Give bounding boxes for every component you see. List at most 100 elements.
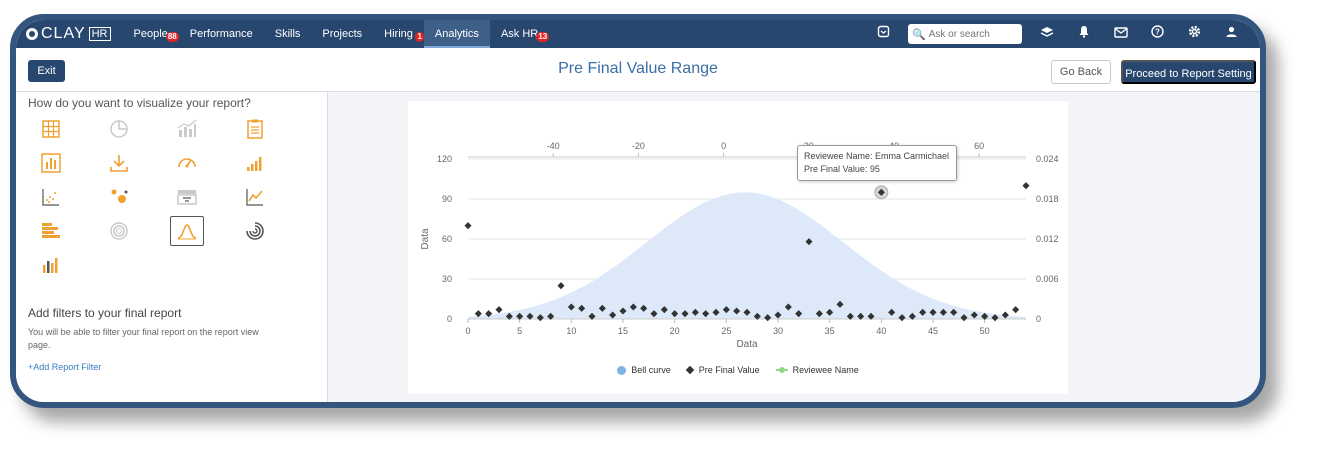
chart-type-gauge-icon[interactable]	[170, 148, 204, 178]
nav-item-people[interactable]: People 88	[123, 20, 179, 48]
main-nav: People 88 Performance Skills Projects Hiring 1…	[123, 20, 550, 48]
chart-type-report-icon[interactable]	[238, 114, 272, 144]
nav-item-performance[interactable]: Performance	[179, 20, 264, 48]
nav-label: Ask HR	[500, 28, 539, 40]
scatter-point	[1012, 306, 1020, 314]
settings-icon[interactable]	[1176, 20, 1213, 48]
scatter-point	[939, 308, 947, 316]
scatter-point	[712, 308, 720, 316]
search-icon: 🔍	[912, 28, 926, 41]
chart-type-bubble-icon[interactable]	[102, 182, 136, 212]
chart-type-column-line-icon[interactable]	[170, 114, 204, 144]
legend-diamond-icon	[685, 365, 695, 375]
chart-type-download-icon[interactable]	[102, 148, 136, 178]
y-tick-label: 60	[442, 234, 452, 244]
scatter-point	[774, 311, 782, 319]
chart-type-column-asc-icon[interactable]	[238, 148, 272, 178]
y2-tick-label: 0.024	[1036, 154, 1059, 164]
nav-label: Hiring	[384, 28, 413, 40]
legend-pre-final-value[interactable]: Pre Final Value	[685, 365, 760, 375]
brand-logo[interactable]: CLAY HR	[26, 24, 111, 44]
chart-type-donut-icon[interactable]	[102, 216, 136, 246]
y2-tick-label: 0	[1036, 314, 1041, 324]
chart-type-bar-icon[interactable]	[34, 148, 68, 178]
scatter-point	[805, 238, 813, 246]
nav-badge: 1	[415, 32, 424, 42]
scatter-point	[919, 308, 927, 316]
search-box[interactable]: 🔍	[908, 24, 1023, 44]
user-icon[interactable]	[1213, 20, 1250, 48]
y2-tick-label: 0.006	[1036, 274, 1059, 284]
filters-description: You will be able to filter your final re…	[28, 327, 259, 350]
add-report-filter-link[interactable]: +Add Report Filter	[28, 362, 102, 372]
toolbar-right: 🔍 ?	[865, 20, 1250, 48]
scatter-point	[1022, 182, 1030, 190]
scatter-point	[981, 312, 989, 320]
chart-type-line-icon[interactable]	[238, 182, 272, 212]
nav-item-projects[interactable]: Projects	[311, 20, 373, 48]
chart-card: 0 0 30 0.006 60 0.012 90 0.018 120 0.024 -40 -20 0 20…	[408, 101, 1068, 394]
app-window: CLAY HR People 88 Performance Skills Project…	[10, 14, 1266, 408]
exit-button[interactable]: Exit	[28, 60, 65, 82]
visualization-panel: How do you want to visualize your report…	[16, 92, 328, 402]
scatter-point	[464, 222, 472, 230]
x-tick-label: 30	[773, 326, 783, 336]
help-icon[interactable]: ?	[1139, 20, 1176, 48]
scatter-point	[588, 312, 596, 320]
nav-label: Performance	[189, 28, 253, 40]
proceed-to-report-setting-button[interactable]: Proceed to Report Setting	[1121, 60, 1256, 84]
chart-type-mixed-column-icon[interactable]	[34, 250, 68, 280]
tooltip-value: Pre Final Value: 95	[804, 164, 880, 174]
scatter-point	[681, 310, 689, 318]
scatter-point	[991, 314, 999, 322]
scatter-point	[950, 308, 958, 316]
chart-type-bell-curve-icon[interactable]	[170, 216, 204, 246]
inbox-icon[interactable]	[865, 20, 902, 48]
bell-curve-chart[interactable]: 0 0 30 0.006 60 0.012 90 0.018 120 0.024 -40 -20 0 20…	[408, 101, 1068, 361]
nav-label: Analytics	[434, 28, 479, 40]
page-title: Pre Final Value Range	[558, 60, 718, 77]
mail-icon[interactable]	[1102, 20, 1139, 48]
go-back-button[interactable]: Go Back	[1051, 60, 1111, 84]
nav-badge: 13	[536, 32, 550, 42]
x-tick-label: 10	[566, 326, 576, 336]
scatter-point	[650, 310, 658, 318]
scatter-point	[836, 300, 844, 308]
bell-curve-area	[468, 192, 1026, 319]
chart-type-horizontal-bar-icon[interactable]	[34, 216, 68, 246]
chart-tooltip: Reviewee Name: Emma Carmichael Pre Final…	[797, 145, 957, 181]
nav-item-skills[interactable]: Skills	[264, 20, 312, 48]
chart-type-funnel-icon[interactable]	[170, 182, 204, 212]
search-input[interactable]	[928, 28, 1023, 40]
scatter-point	[526, 312, 534, 320]
nav-item-analytics[interactable]: Analytics	[423, 20, 490, 48]
chart-area: 0 0 30 0.006 60 0.012 90 0.018 120 0.024 -40 -20 0 20…	[329, 92, 1260, 402]
scatter-point	[960, 314, 968, 322]
svg-text:?: ?	[1155, 28, 1160, 37]
x-tick-label: 0	[465, 326, 470, 336]
x-axis-title: Data	[736, 339, 758, 350]
legend-label: Bell curve	[631, 365, 671, 375]
report-header: Exit Pre Final Value Range Go Back Proce…	[16, 48, 1260, 92]
x-tick-label: 45	[928, 326, 938, 336]
legend-label: Pre Final Value	[698, 365, 760, 375]
nav-item-hiring[interactable]: Hiring 1	[373, 20, 424, 48]
x-tick-label: 35	[825, 326, 835, 336]
bell-icon[interactable]	[1065, 20, 1102, 48]
x-tick-label: 20	[670, 326, 680, 336]
chart-type-pie-icon[interactable]	[102, 114, 136, 144]
x-tick-label: 15	[618, 326, 628, 336]
chart-type-table-icon[interactable]	[34, 114, 68, 144]
y-tick-label: 90	[442, 194, 452, 204]
chart-type-scatter-icon[interactable]	[34, 182, 68, 212]
legend-reviewee-name[interactable]: Reviewee Name	[775, 365, 859, 375]
legend-line-icon	[775, 367, 788, 373]
filters-title: Add filters to your final report	[28, 306, 182, 320]
nav-item-ask-hr[interactable]: Ask HR 13	[490, 20, 550, 48]
chart-type-radial-icon[interactable]	[238, 216, 272, 246]
x-tick-label: 25	[721, 326, 731, 336]
viz-question: How do you want to visualize your report…	[28, 96, 251, 110]
scatter-point	[898, 314, 906, 322]
legend-bell-curve[interactable]: Bell curve	[617, 365, 671, 375]
layers-icon[interactable]	[1028, 20, 1065, 48]
